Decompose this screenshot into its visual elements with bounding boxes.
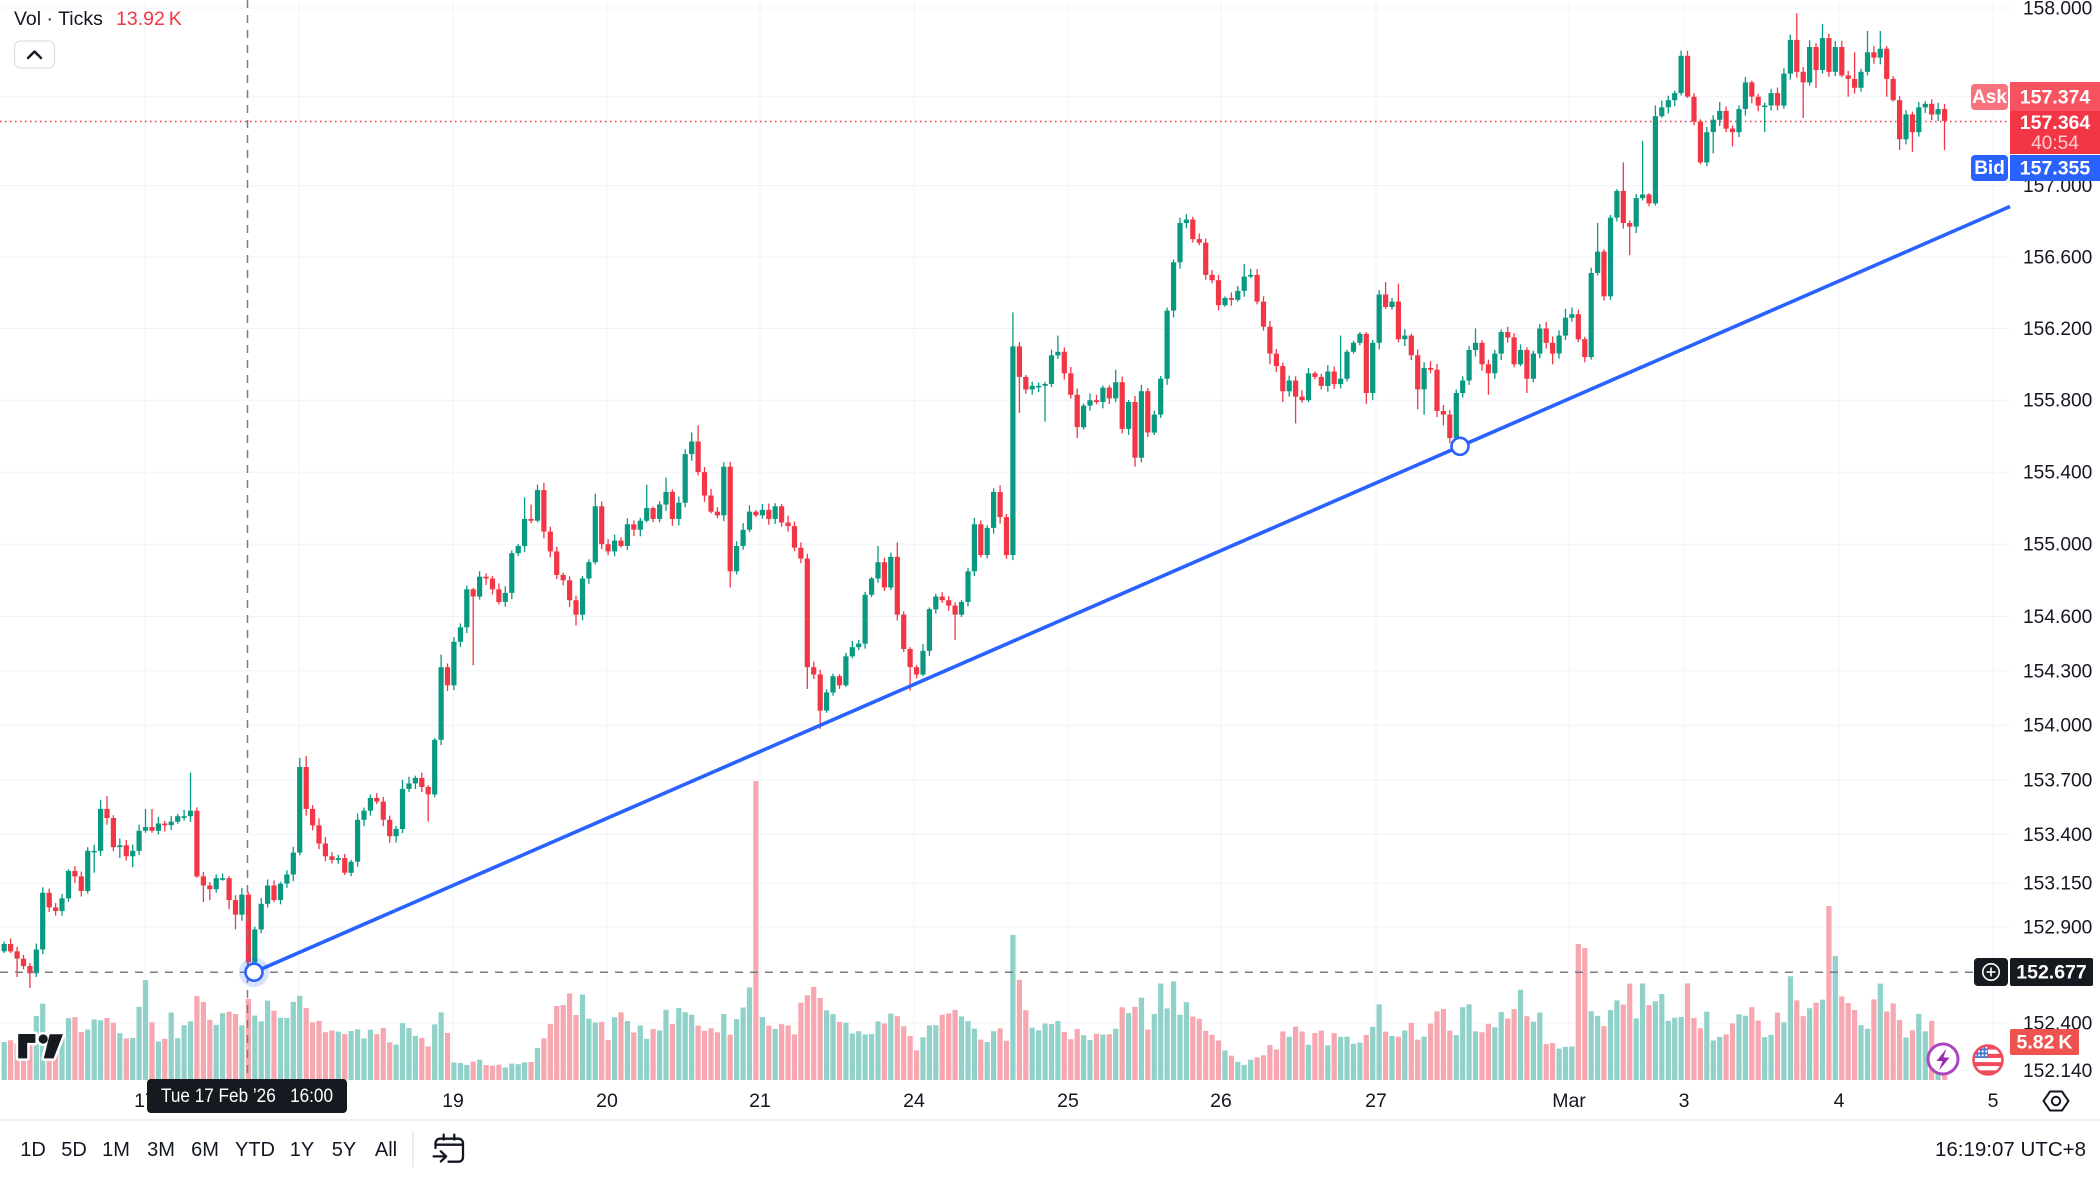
svg-text:19: 19 <box>442 1090 464 1112</box>
svg-text:157.374: 157.374 <box>2020 87 2091 109</box>
svg-text:154.000: 154.000 <box>2023 716 2092 737</box>
svg-text:5Y: 5Y <box>332 1139 356 1161</box>
svg-text:153.700: 153.700 <box>2023 770 2092 791</box>
svg-text:40:54: 40:54 <box>2031 133 2079 154</box>
svg-text:155.000: 155.000 <box>2023 535 2092 556</box>
svg-text:153.150: 153.150 <box>2023 874 2092 895</box>
svg-text:152.677: 152.677 <box>2016 962 2087 984</box>
svg-text:Vol · Ticks: Vol · Ticks <box>14 8 103 30</box>
svg-text:157.000: 157.000 <box>2023 176 2092 197</box>
svg-text:156.200: 156.200 <box>2023 319 2092 340</box>
svg-text:26: 26 <box>1210 1090 1232 1112</box>
svg-text:3: 3 <box>1679 1090 1690 1112</box>
svg-text:Tue 17 Feb ’26 16:00: Tue 17 Feb ’26 16:00 <box>161 1086 333 1107</box>
svg-text:152.140: 152.140 <box>2023 1061 2092 1082</box>
svg-text:153.400: 153.400 <box>2023 825 2092 846</box>
svg-text:20: 20 <box>596 1090 618 1112</box>
svg-text:5: 5 <box>1988 1090 1999 1112</box>
svg-text:152.900: 152.900 <box>2023 918 2092 939</box>
svg-text:158.000: 158.000 <box>2023 0 2092 20</box>
svg-text:24: 24 <box>903 1090 925 1112</box>
svg-text:16:19:07 UTC+8: 16:19:07 UTC+8 <box>1935 1138 2086 1161</box>
svg-text:5.82 K: 5.82 K <box>2017 1032 2073 1054</box>
svg-text:1M: 1M <box>102 1139 130 1161</box>
svg-text:157.355: 157.355 <box>2020 158 2091 180</box>
svg-text:Bid: Bid <box>1974 158 2005 179</box>
svg-text:154.600: 154.600 <box>2023 607 2092 628</box>
svg-text:155.400: 155.400 <box>2023 463 2092 484</box>
svg-text:154.300: 154.300 <box>2023 661 2092 682</box>
svg-text:155.800: 155.800 <box>2023 391 2092 412</box>
svg-text:YTD: YTD <box>235 1139 275 1161</box>
svg-text:156.600: 156.600 <box>2023 247 2092 268</box>
svg-text:25: 25 <box>1057 1090 1079 1112</box>
svg-text:Mar: Mar <box>1552 1090 1586 1112</box>
svg-text:157.364: 157.364 <box>2020 112 2091 134</box>
svg-text:6M: 6M <box>191 1139 219 1161</box>
svg-text:Ask: Ask <box>1972 87 2007 108</box>
svg-text:21: 21 <box>749 1090 771 1112</box>
svg-text:3M: 3M <box>147 1139 175 1161</box>
svg-text:4: 4 <box>1834 1090 1845 1112</box>
svg-text:All: All <box>375 1139 397 1161</box>
svg-text:1D: 1D <box>20 1139 46 1161</box>
svg-text:1Y: 1Y <box>290 1139 314 1161</box>
svg-text:27: 27 <box>1365 1090 1387 1112</box>
svg-text:5D: 5D <box>61 1139 87 1161</box>
svg-text:13.92 K: 13.92 K <box>116 8 182 30</box>
